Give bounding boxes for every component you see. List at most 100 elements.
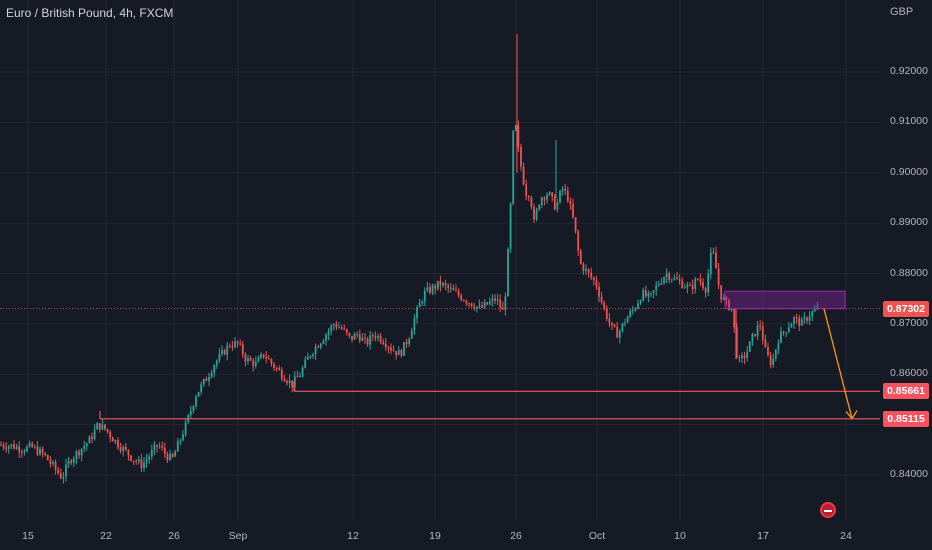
candle-body xyxy=(595,280,598,287)
candle-body xyxy=(787,327,790,333)
candle-body xyxy=(442,283,444,286)
candle-body xyxy=(2,444,5,448)
candle-body xyxy=(317,346,320,348)
candle-body xyxy=(418,303,421,308)
candle-body xyxy=(36,446,39,455)
candle-body xyxy=(756,325,759,336)
candle-body xyxy=(213,365,216,373)
candle-body xyxy=(379,335,382,342)
candle-body xyxy=(267,358,270,360)
candle-body xyxy=(426,287,429,291)
candle-body xyxy=(416,307,418,319)
candle-body xyxy=(135,461,138,463)
candle-body xyxy=(390,347,392,351)
candle-body xyxy=(109,431,112,438)
candle-body xyxy=(166,453,169,461)
candle-body xyxy=(702,282,704,289)
candle-body xyxy=(694,279,697,289)
candle-body xyxy=(189,410,192,415)
candle-body xyxy=(517,125,520,147)
candle-body xyxy=(0,444,2,446)
candle-body xyxy=(137,459,140,462)
candle-body xyxy=(730,308,733,311)
candle-body xyxy=(642,290,645,301)
candle-body xyxy=(696,279,699,281)
time-tick-label: 10 xyxy=(674,530,686,542)
candle-body xyxy=(436,280,439,289)
candle-body xyxy=(444,283,447,286)
candle-body xyxy=(210,372,213,378)
candle-body xyxy=(265,356,268,359)
candle-body xyxy=(78,451,80,456)
candle-body xyxy=(741,355,743,359)
candle-body xyxy=(241,343,244,355)
candle-body xyxy=(813,309,816,312)
candle-body xyxy=(543,197,546,200)
candle-body xyxy=(699,279,702,283)
candle-body xyxy=(774,349,777,359)
candle-body xyxy=(275,367,278,369)
candle-body xyxy=(104,424,106,430)
candle-body xyxy=(395,351,398,356)
candle-body xyxy=(748,341,751,352)
candle-body xyxy=(117,440,119,448)
candle-body xyxy=(309,355,312,357)
candle-body xyxy=(228,345,231,347)
candle-body xyxy=(572,204,574,218)
candle-body xyxy=(252,360,255,367)
candle-body xyxy=(49,460,52,464)
time-tick-label: 22 xyxy=(100,530,112,542)
candle-body xyxy=(569,201,572,205)
candle-body xyxy=(171,453,174,457)
candle-body xyxy=(148,456,151,460)
candle-body xyxy=(384,343,387,348)
candle-body xyxy=(634,308,637,310)
candle-body xyxy=(767,347,769,356)
candle-body xyxy=(205,378,208,382)
candle-body xyxy=(293,376,296,388)
candle-body xyxy=(691,285,694,289)
candle-body xyxy=(465,300,468,304)
candle-body xyxy=(611,322,613,325)
current-price-tag: 0.87302 xyxy=(883,300,929,317)
candle-body xyxy=(85,443,88,446)
candle-body xyxy=(296,376,299,378)
candle-body xyxy=(351,335,353,340)
candle-body xyxy=(91,436,93,440)
candle-body xyxy=(62,476,65,479)
candle-body xyxy=(800,319,803,326)
candle-body xyxy=(348,332,351,336)
candle-body xyxy=(621,323,624,331)
support-1-price-tag: 0.85661 xyxy=(883,383,929,400)
flag-icon[interactable] xyxy=(820,502,836,518)
time-tick-label: 17 xyxy=(757,530,769,542)
candle-body xyxy=(403,342,405,356)
candle-body xyxy=(439,280,442,286)
candle-body xyxy=(327,331,330,335)
candle-body xyxy=(670,279,673,281)
candle-body xyxy=(65,464,67,477)
candle-body xyxy=(335,324,338,328)
candle-body xyxy=(478,305,481,307)
candle-body xyxy=(598,286,600,297)
candle-body xyxy=(340,327,343,329)
candle-body xyxy=(283,378,286,382)
candle-body xyxy=(665,273,668,278)
candle-body xyxy=(616,326,619,338)
candle-body xyxy=(452,288,455,291)
candle-body xyxy=(158,446,161,448)
price-tick-label: 0.84000 xyxy=(890,468,928,480)
candle-body xyxy=(392,350,395,352)
candle-body xyxy=(678,279,681,281)
candle-body xyxy=(234,341,236,348)
candle-body xyxy=(374,336,377,338)
candle-body xyxy=(39,448,41,455)
candle-body xyxy=(470,303,473,307)
candle-body xyxy=(605,308,608,319)
candle-body xyxy=(382,341,385,344)
candle-body xyxy=(54,462,57,470)
price-tick-label: 0.90000 xyxy=(890,165,928,178)
candle-body xyxy=(551,192,554,197)
candle-body xyxy=(101,424,104,430)
